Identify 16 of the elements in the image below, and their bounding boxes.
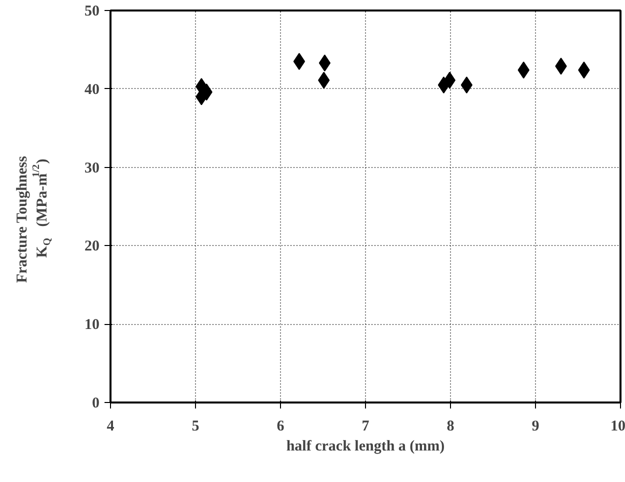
x-tick-label: 7 [362,418,370,434]
y-tick-label: 10 [84,317,100,334]
y-tick-label: 30 [84,160,100,176]
x-tick-label: 10 [610,418,625,434]
point [318,54,331,72]
x-axis-title: half crack length a (mm) [286,438,445,454]
x-tick-label: 8 [446,418,454,434]
x-tick-label: 6 [276,418,285,434]
x-tick-label: 5 [192,418,200,434]
point [293,52,306,70]
x-tick-label: 4 [106,418,115,434]
x-tick-label: 9 [532,418,540,434]
y-tick-label: 40 [84,82,100,98]
y-tick-label: 50 [84,4,100,20]
y-tick-label: 20 [84,238,100,255]
y-tick-label: 0 [92,396,100,412]
